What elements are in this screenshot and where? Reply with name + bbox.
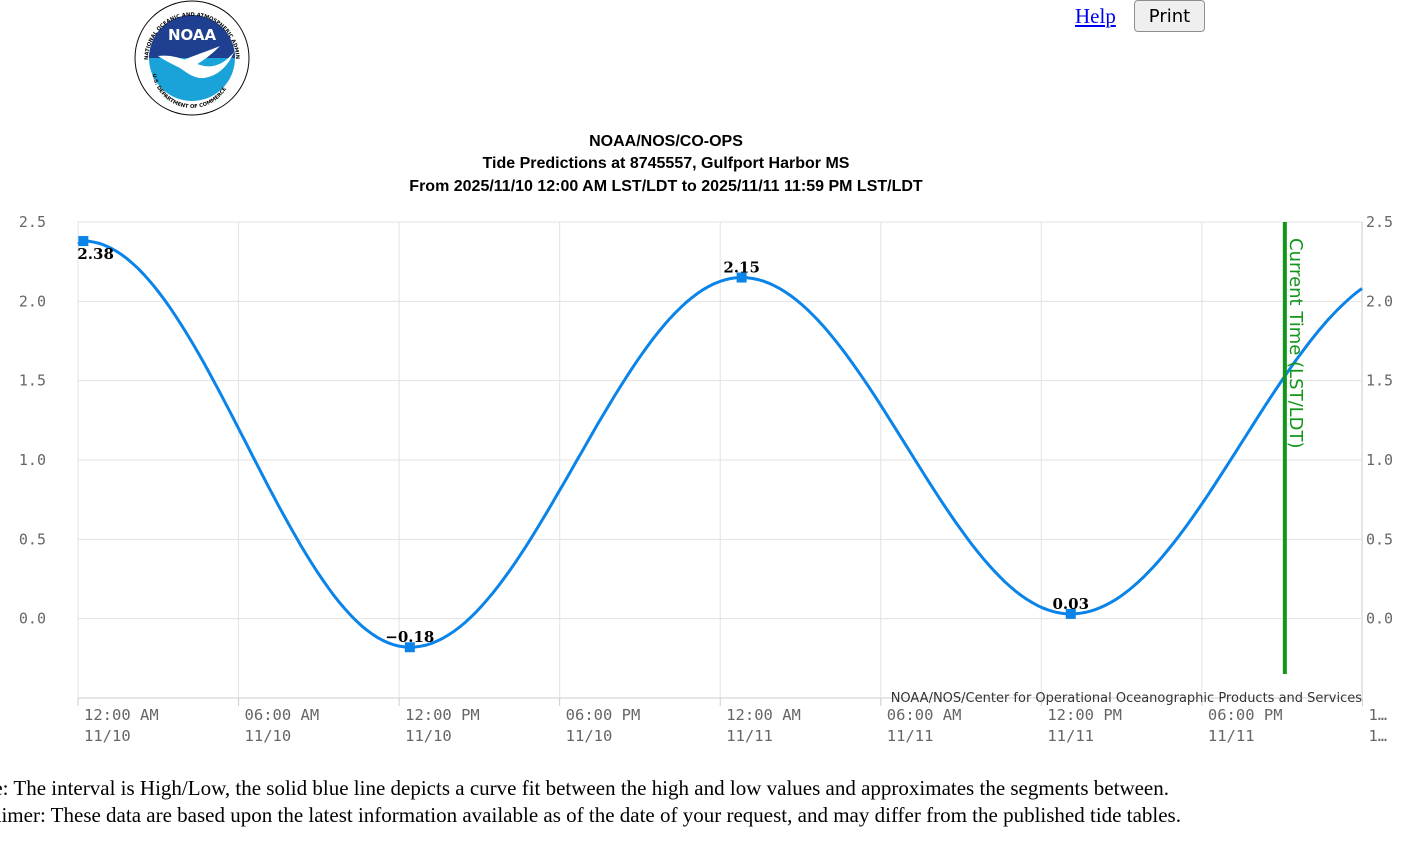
current-time-layer: Current Time (LST/LDT) — [1282, 222, 1306, 674]
x-tick-date-label: 11/10 — [566, 727, 613, 745]
y-tick-label-right: 2.0 — [1366, 292, 1393, 310]
grid — [77, 221, 1363, 699]
chart-range-label: From 2025/11/10 12:00 AM LST/LDT to 2025… — [409, 178, 923, 195]
y-axis-right: 2.5 2.0 1.5 1.0 0.5 0.0 — [1366, 213, 1393, 628]
disclaimer-text: claimer: These data are based upon the l… — [0, 803, 1181, 827]
series-layer: 2.38 −0.18 2.15 0.03 — [77, 236, 1363, 653]
extreme-marker[interactable] — [736, 272, 747, 283]
y-tick-label-right: 1.5 — [1366, 372, 1393, 390]
noaa-logo-icon: NOAA NATIONAL OCEANIC AND ATMOSPHERIC AD… — [130, 0, 250, 116]
y-tick-label-right: 2.5 — [1366, 213, 1393, 231]
y-tick-label-left: 0.5 — [19, 530, 46, 548]
print-button[interactable]: Print — [1134, 0, 1205, 32]
y-tick-label-left: 1.5 — [19, 372, 46, 390]
x-tick-date-label: 11/11 — [726, 727, 773, 745]
x-tick-time-label: 1… — [1368, 706, 1387, 724]
x-tick-date-label: 11/11 — [1208, 727, 1255, 745]
chart-credit: NOAA/NOS/Center for Operational Oceanogr… — [891, 691, 1363, 706]
y-tick-label-right: 0.0 — [1366, 610, 1393, 628]
y-tick-label-right: 0.5 — [1366, 530, 1393, 548]
note-text: ote: The interval is High/Low, the solid… — [0, 776, 1170, 800]
x-tick-time-label: 06:00 PM — [1208, 706, 1283, 724]
x-tick-date-label: 11/11 — [887, 727, 934, 745]
data-label: 2.38 — [77, 245, 114, 263]
y-tick-label-left: 2.5 — [19, 213, 46, 231]
x-tick-time-label: 12:00 AM — [84, 706, 159, 724]
logo-text: NOAA — [168, 26, 217, 44]
data-label: 2.15 — [723, 259, 760, 277]
y-tick-label-left: 1.0 — [19, 451, 46, 469]
data-label: −0.18 — [385, 628, 434, 646]
tide-chart: NOAA/NOS/CO-OPS Tide Predictions at 8745… — [19, 133, 1393, 745]
y-axis-left: 2.5 2.0 1.5 1.0 0.5 0.0 — [19, 213, 46, 628]
data-label: 0.03 — [1052, 595, 1089, 613]
x-tick-date-label: 11/11 — [1047, 727, 1094, 745]
chart-title: NOAA/NOS/CO-OPS — [589, 133, 743, 150]
x-tick-time-label: 12:00 PM — [405, 706, 480, 724]
extreme-marker[interactable] — [1065, 608, 1076, 619]
x-tick-time-label: 06:00 AM — [245, 706, 320, 724]
x-tick-date-label: 11/10 — [405, 727, 452, 745]
x-tick-date-label: 11/10 — [84, 727, 131, 745]
x-tick-time-label: 06:00 PM — [566, 706, 641, 724]
y-tick-label-left: 0.0 — [19, 610, 46, 628]
extreme-marker[interactable] — [404, 642, 415, 653]
y-tick-label-left: 2.0 — [19, 292, 46, 310]
x-tick-time-label: 06:00 AM — [887, 706, 962, 724]
chart-subtitle: Tide Predictions at 8745557, Gulfport Ha… — [483, 155, 850, 172]
x-tick-time-label: 12:00 AM — [726, 706, 801, 724]
x-tick-date-label: 1… — [1368, 727, 1387, 745]
y-tick-label-right: 1.0 — [1366, 451, 1393, 469]
help-link[interactable]: Help — [1075, 4, 1116, 28]
x-axis: 12:00 AM 11/10 06:00 AM 11/10 12:00 PM 11/10 0… — [77, 698, 1387, 745]
x-tick-date-label: 11/10 — [245, 727, 292, 745]
current-time-label: Current Time (LST/LDT) — [1285, 238, 1306, 449]
extreme-marker[interactable] — [78, 236, 89, 247]
x-tick-time-label: 12:00 PM — [1047, 706, 1122, 724]
